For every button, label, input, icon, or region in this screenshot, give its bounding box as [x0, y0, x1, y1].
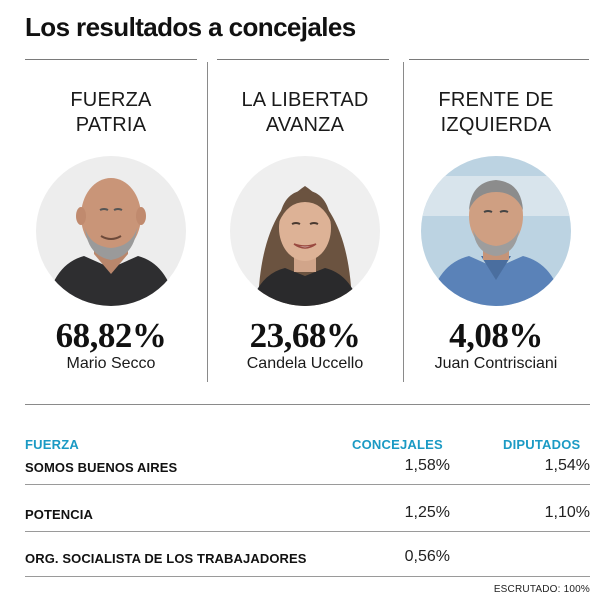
party-name: FRENTE DE IZQUIERDA — [406, 88, 586, 140]
candidate-name: Candela Uccello — [246, 355, 364, 372]
party-name-line-1: FUERZA — [70, 89, 152, 111]
party-name-line-1: LA LIBERTAD — [241, 89, 369, 111]
top-rule-1 — [25, 59, 197, 60]
header-fuerza: FUERZA — [25, 437, 79, 452]
row-fuerza-name: SOMOS BUENOS AIRES — [25, 460, 178, 475]
row-rule — [25, 531, 590, 532]
row-fuerza-name: POTENCIA — [25, 507, 93, 522]
candidate-card-uccello: LA LIBERTAD AVANZA 23,68% Candela Uccell… — [215, 60, 395, 374]
page-title: Los resultados a concejales — [25, 12, 356, 42]
header-concejales: CONCEJALES — [352, 437, 443, 452]
section-rule — [25, 404, 590, 405]
row-diputados-value: 1,54% — [544, 457, 590, 474]
party-name-line-2: AVANZA — [265, 114, 345, 136]
candidate-photo — [421, 156, 571, 306]
candidate-name: Juan Contrisciani — [434, 355, 558, 372]
party-name: LA LIBERTAD AVANZA — [215, 88, 395, 140]
candidate-percentage: 68,82% — [55, 316, 167, 355]
row-fuerza-name: ORG. SOCIALISTA DE LOS TRABAJADORES — [25, 551, 307, 566]
row-rule — [25, 576, 590, 577]
row-concejales-value: 1,58% — [404, 457, 450, 474]
candidate-photo — [36, 156, 186, 306]
top-rule-3 — [409, 59, 589, 60]
party-name: FUERZA PATRIA — [21, 88, 201, 140]
party-name-line-1: FRENTE DE — [438, 89, 554, 111]
row-rule — [25, 484, 590, 485]
column-divider-2 — [403, 62, 404, 382]
top-rule-2 — [217, 59, 389, 60]
row-diputados-value: 1,10% — [544, 504, 590, 521]
escrutado-note: ESCRUTADO: 100% — [493, 584, 590, 595]
row-concejales-value: 1,25% — [404, 504, 450, 521]
candidate-name: Mario Secco — [66, 355, 156, 372]
header-diputados: DIPUTADOS — [503, 437, 581, 452]
candidate-percentage: 4,08% — [449, 316, 543, 355]
candidate-percentage: 23,68% — [249, 316, 361, 355]
row-concejales-value: 0,56% — [404, 548, 450, 565]
candidate-card-secco: FUERZA PATRIA 68,82% Mario Secco — [21, 60, 201, 374]
candidate-photo — [230, 156, 380, 306]
candidate-card-contrisciani: FRENTE DE IZQUIERDA 4,08% Juan Contrisci… — [406, 60, 586, 374]
party-name-line-2: PATRIA — [75, 114, 147, 136]
party-name-line-2: IZQUIERDA — [440, 114, 552, 136]
column-divider-1 — [207, 62, 208, 382]
